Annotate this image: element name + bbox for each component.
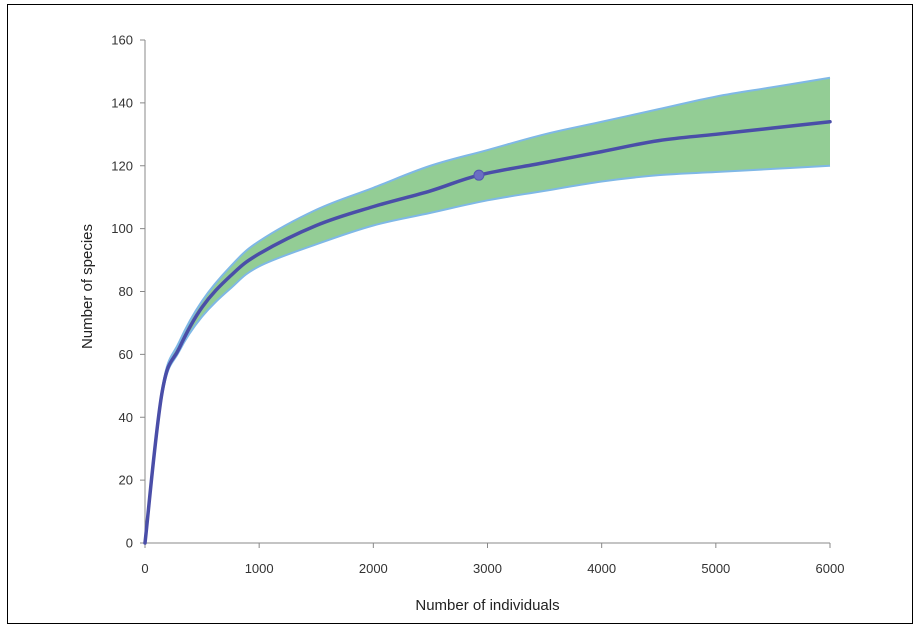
confidence-band-area <box>145 77 830 543</box>
x-tick-label: 2000 <box>359 561 388 576</box>
series-line <box>143 119 832 545</box>
x-tick-label: 1000 <box>245 561 274 576</box>
tick-label-layer: 0 20 40 60 80 100 120 140 160 0 1000 2000 3000 4000 50… <box>111 33 844 577</box>
y-tick-label: 0 <box>126 536 133 551</box>
x-tick-label: 0 <box>141 561 148 576</box>
y-tick-label: 160 <box>111 33 133 48</box>
confidence-band-layer <box>144 76 831 544</box>
x-axis-label: Number of individuals <box>415 597 559 614</box>
y-tick-label: 40 <box>119 410 133 425</box>
lower-bound-line <box>144 164 831 544</box>
x-tick-label: 3000 <box>473 561 502 576</box>
y-tick-label: 140 <box>111 95 133 110</box>
y-tick-label: 20 <box>119 473 133 488</box>
y-tick-label: 120 <box>111 158 133 173</box>
y-tick-label: 100 <box>111 221 133 236</box>
y-axis-label: Number of species <box>79 224 96 349</box>
upper-bound-line <box>144 76 831 544</box>
x-tick-label: 6000 <box>816 561 845 576</box>
x-tick-label: 4000 <box>587 561 616 576</box>
y-tick-label: 60 <box>119 347 133 362</box>
series-layer <box>143 119 832 545</box>
observed-point-marker <box>473 169 485 181</box>
x-tick-label: 5000 <box>701 561 730 576</box>
y-tick-label: 80 <box>119 284 133 299</box>
